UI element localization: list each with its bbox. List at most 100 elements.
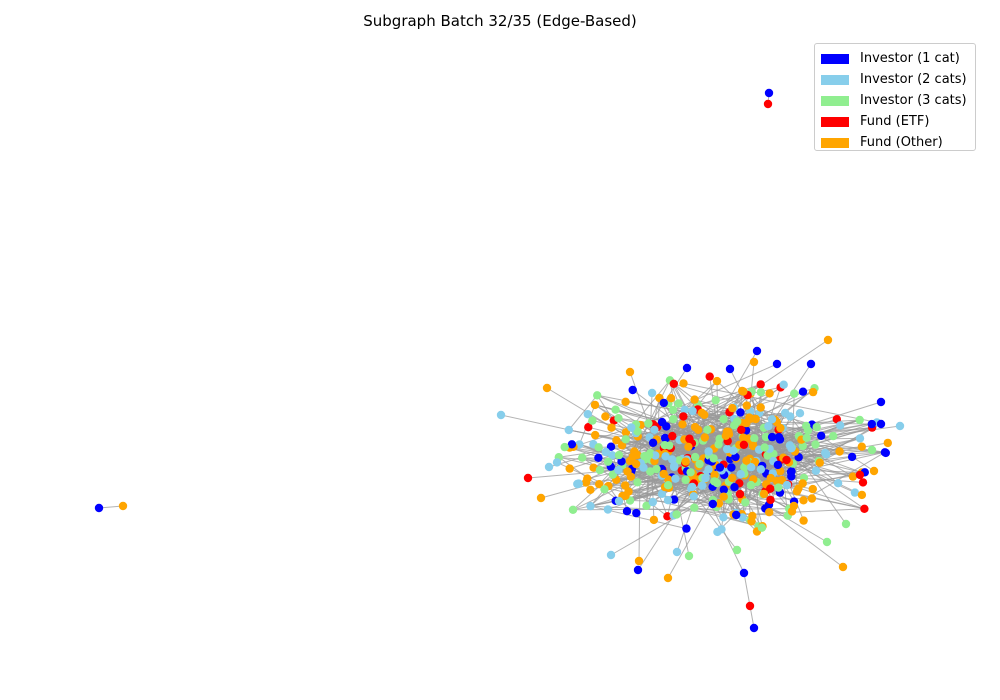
graph-node-inv3: [732, 545, 742, 555]
graph-node-other: [536, 493, 546, 503]
graph-node-inv2: [779, 380, 788, 389]
legend-swatch-investor-2-cats: [821, 74, 849, 85]
graph-node-other: [590, 400, 600, 410]
graph-node-other: [595, 480, 604, 489]
graph-node-inv3: [867, 445, 877, 455]
graph-node-inv1: [867, 419, 876, 429]
graph-node-other: [649, 515, 659, 525]
graph-node-inv3: [822, 537, 832, 547]
graph-node-inv2: [657, 489, 667, 498]
graph-node-inv2: [747, 463, 756, 472]
graph-node-other: [792, 487, 802, 496]
graph-node-other: [756, 403, 765, 412]
graph-node-inv1: [725, 364, 735, 374]
graph-node-inv1: [806, 359, 816, 369]
graph-node-inv3: [644, 450, 654, 460]
graph-node-inv1: [659, 398, 668, 408]
graph-node-etf: [705, 372, 714, 381]
graph-node-inv2: [661, 452, 670, 461]
graph-node-inv2: [688, 482, 697, 492]
graph-node-other: [700, 433, 709, 442]
graph-node-inv3: [660, 441, 669, 450]
graph-node-inv1: [633, 565, 643, 575]
graph-node-inv3: [855, 415, 864, 425]
graph-node-inv3: [812, 422, 821, 432]
graph-node-other: [621, 428, 631, 437]
graph-node-etf: [737, 425, 746, 435]
graph-node-etf: [855, 470, 865, 480]
legend-item-investor-1-cat: Investor (1 cat): [821, 48, 975, 69]
graph-node-other: [728, 403, 737, 413]
graph-node-other: [690, 395, 699, 404]
graph-node-inv2: [583, 410, 592, 419]
graph-node-inv1: [767, 432, 777, 442]
graph-node-inv2: [785, 441, 795, 450]
graph-node-inv3: [568, 505, 578, 514]
graph-node-inv3: [646, 467, 655, 476]
graph-node-inv3: [760, 443, 769, 452]
graph-node-other: [869, 466, 879, 476]
graph-node-inv2: [738, 513, 747, 522]
graph-node-other: [823, 335, 833, 345]
graph-node-inv2: [782, 480, 792, 490]
graph-node-other: [748, 441, 758, 451]
graph-edge: [743, 572, 751, 607]
graph-node-inv1: [731, 452, 740, 462]
graph-node-other: [838, 562, 848, 572]
graph-node-inv3: [614, 450, 624, 460]
graph-node-inv3: [841, 519, 851, 529]
graph-node-inv2: [606, 550, 616, 560]
graph-node-inv3: [802, 421, 811, 431]
graph-node-inv1: [752, 346, 762, 356]
graph-node-inv1: [648, 438, 658, 447]
graph-node-other: [721, 431, 730, 440]
graph-node-inv2: [564, 425, 573, 435]
graph-node-other: [625, 367, 635, 377]
graph-node-other: [883, 438, 892, 448]
graph-node-inv3: [674, 399, 683, 408]
graph-node-other: [684, 442, 693, 451]
graph-node-inv3: [746, 480, 756, 490]
graph-node-inv3: [811, 440, 820, 449]
graph-node-inv1: [817, 431, 826, 440]
graph-node-inv2: [614, 496, 624, 506]
graph-node-other: [808, 387, 818, 397]
graph-node-other: [612, 436, 621, 445]
graph-node-etf: [669, 379, 678, 388]
graph-node-inv3: [642, 501, 651, 510]
graph-node-inv1: [606, 442, 616, 451]
graph-node-inv3: [761, 432, 771, 442]
graph-node-etf: [739, 440, 749, 449]
graph-node-inv2: [650, 425, 659, 434]
graph-node-inv1: [661, 434, 670, 443]
graph-node-inv2: [668, 455, 677, 464]
graph-node-other: [742, 456, 751, 465]
graph-edge: [803, 451, 886, 501]
graph-node-other: [728, 473, 737, 483]
graph-node-inv1: [628, 385, 637, 395]
graph-node-inv3: [719, 415, 728, 424]
graph-node-inv1: [657, 417, 667, 427]
graph-edge: [585, 482, 759, 527]
graph-node-inv3: [663, 481, 673, 490]
graph-node-inv3: [757, 523, 767, 532]
graph-node-etf: [679, 412, 688, 421]
graph-node-other: [681, 457, 690, 466]
graph-node-inv2: [895, 421, 905, 431]
graph-node-inv2: [767, 415, 777, 424]
graph-node-etf: [685, 434, 694, 443]
graph-node-other: [807, 494, 817, 503]
graph-node-inv3: [603, 457, 613, 466]
graph-node-inv2: [833, 479, 843, 488]
graph-edge: [667, 474, 728, 579]
graph-node-other: [678, 420, 687, 429]
node-layer: [94, 88, 905, 633]
graph-node-inv2: [811, 466, 821, 475]
graph-node-inv2: [614, 465, 623, 475]
graph-node-etf: [735, 489, 745, 499]
graph-node-other: [621, 491, 630, 500]
graph-node-inv1: [715, 463, 725, 472]
graph-node-inv2: [713, 527, 722, 537]
graph-node-other: [621, 397, 630, 406]
